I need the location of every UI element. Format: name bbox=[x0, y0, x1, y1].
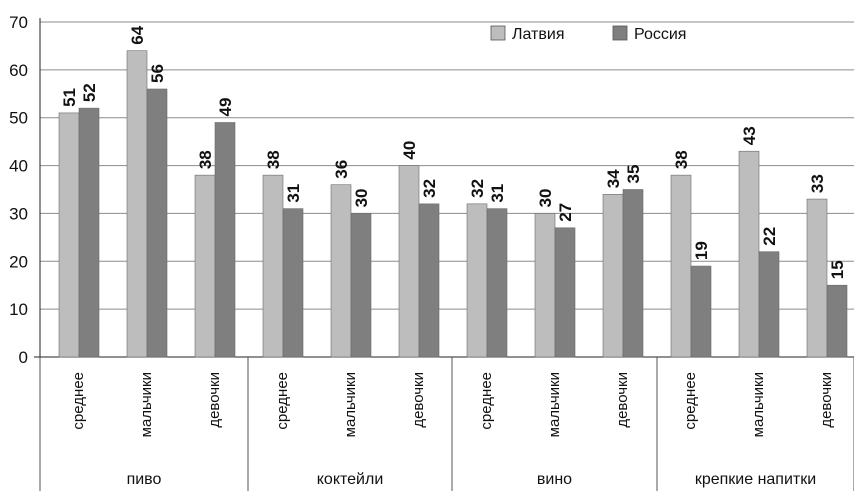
data-label: 34 bbox=[604, 169, 623, 188]
data-label: 64 bbox=[128, 25, 147, 44]
data-label: 30 bbox=[536, 189, 555, 208]
y-tick-label: 0 bbox=[19, 348, 28, 367]
data-label: 35 bbox=[624, 165, 643, 184]
bar-russia bbox=[758, 251, 780, 358]
data-label: 43 bbox=[740, 126, 759, 145]
bar-russia bbox=[418, 203, 440, 358]
category-label: среднее bbox=[478, 372, 495, 430]
bar-russia bbox=[350, 213, 372, 358]
legend-swatch-russia bbox=[612, 25, 628, 41]
y-tick-label: 40 bbox=[9, 157, 28, 176]
group-label: крепкие напитки bbox=[695, 471, 816, 488]
legend-label: Латвия bbox=[512, 26, 564, 43]
category-label: мальчики bbox=[342, 372, 359, 437]
bar-latvia bbox=[398, 165, 420, 358]
group-label: пиво bbox=[127, 471, 162, 488]
category-label: мальчики bbox=[546, 372, 563, 437]
category-label: девочки bbox=[206, 372, 223, 428]
data-label: 31 bbox=[284, 184, 303, 203]
y-tick-label: 30 bbox=[9, 204, 28, 223]
data-label: 15 bbox=[828, 260, 847, 279]
data-label: 32 bbox=[468, 179, 487, 198]
bar-russia bbox=[622, 189, 644, 358]
y-tick-label: 10 bbox=[9, 300, 28, 319]
bar-russia bbox=[282, 208, 304, 358]
data-label: 49 bbox=[216, 98, 235, 117]
y-tick-label: 60 bbox=[9, 61, 28, 80]
data-label: 56 bbox=[148, 64, 167, 83]
bar-russia bbox=[78, 107, 100, 358]
data-label: 32 bbox=[420, 179, 439, 198]
data-label: 52 bbox=[80, 83, 99, 102]
data-label: 38 bbox=[196, 150, 215, 169]
data-label: 33 bbox=[808, 174, 827, 193]
bar-latvia bbox=[534, 213, 556, 358]
category-label: девочки bbox=[410, 372, 427, 428]
category-label: мальчики bbox=[750, 372, 767, 437]
bar-latvia bbox=[670, 174, 692, 358]
bar-latvia bbox=[330, 184, 352, 358]
bar-latvia bbox=[602, 193, 624, 358]
category-label: среднее bbox=[682, 372, 699, 430]
bar-latvia bbox=[806, 198, 828, 358]
y-tick-label: 70 bbox=[9, 13, 28, 32]
category-label: девочки bbox=[818, 372, 835, 428]
category-label: среднее bbox=[274, 372, 291, 430]
category-label: среднее bbox=[70, 372, 87, 430]
bar-latvia bbox=[262, 174, 284, 358]
bar-russia bbox=[554, 227, 576, 358]
bar-russia bbox=[690, 265, 712, 358]
bar-latvia bbox=[738, 150, 760, 358]
data-label: 31 bbox=[488, 184, 507, 203]
data-label: 27 bbox=[556, 203, 575, 222]
group-label: вино bbox=[537, 471, 572, 488]
bar-latvia bbox=[126, 50, 148, 358]
group-label: коктейли bbox=[317, 471, 384, 488]
data-label: 22 bbox=[760, 227, 779, 246]
data-label: 51 bbox=[60, 88, 79, 107]
y-tick-label: 20 bbox=[9, 252, 28, 271]
legend-swatch-latvia bbox=[490, 25, 506, 41]
bar-russia bbox=[214, 122, 236, 358]
data-label: 36 bbox=[332, 160, 351, 179]
data-label: 19 bbox=[692, 241, 711, 260]
bar-latvia bbox=[194, 174, 216, 358]
category-label: девочки bbox=[614, 372, 631, 428]
category-label: мальчики bbox=[138, 372, 155, 437]
bar-russia bbox=[146, 88, 168, 358]
data-label: 38 bbox=[672, 150, 691, 169]
data-label: 30 bbox=[352, 189, 371, 208]
bar-latvia bbox=[58, 112, 80, 358]
bar-russia bbox=[486, 208, 508, 358]
legend-label: Россия bbox=[634, 26, 686, 43]
bar-latvia bbox=[466, 203, 488, 358]
data-label: 38 bbox=[264, 150, 283, 169]
data-label: 40 bbox=[400, 141, 419, 160]
bar-russia bbox=[826, 284, 848, 358]
y-tick-label: 50 bbox=[9, 109, 28, 128]
